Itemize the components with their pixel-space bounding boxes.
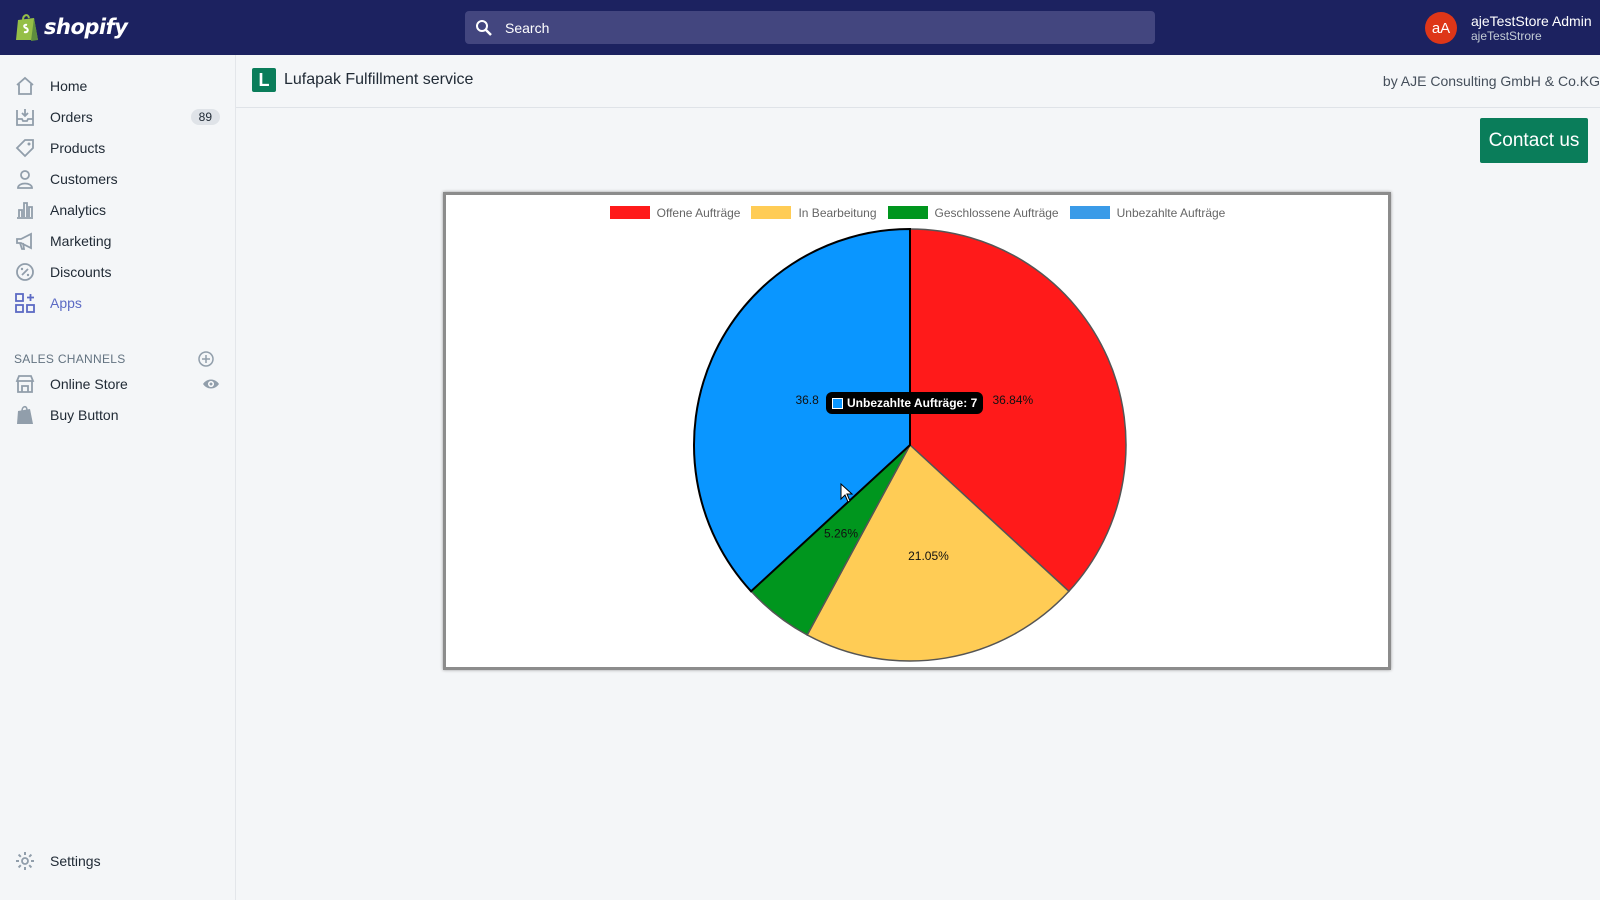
app-header: L Lufapak Fulfillment service by AJE Con…: [236, 55, 1600, 108]
home-icon: [16, 76, 34, 95]
sidebar-item-online-store[interactable]: Online Store: [14, 370, 220, 398]
tooltip-text: Unbezahlte Aufträge: 7: [847, 396, 978, 410]
legend-swatch: [1068, 205, 1111, 220]
pie-slice[interactable]: [909, 228, 1127, 593]
pie-slice-label: 21.05%: [908, 549, 949, 563]
orders-icon: [16, 109, 34, 126]
pie-slice[interactable]: [806, 443, 1070, 662]
person-icon: [17, 170, 33, 189]
sidebar-item-label: Orders: [50, 109, 93, 125]
sidebar-item-buy-button[interactable]: Buy Button: [14, 401, 220, 429]
top-bar: shopify Search aA ajeTestStore Admin aje…: [0, 0, 1600, 55]
app-title: Lufapak Fulfillment service: [284, 71, 474, 88]
shopify-bag-icon: [16, 14, 38, 41]
sidebar-item-orders[interactable]: Orders 89: [14, 103, 220, 131]
legend-item[interactable]: Unbezahlte Aufträge: [1068, 205, 1226, 220]
sidebar-item-label: Buy Button: [50, 407, 119, 423]
sidebar-item-label: Customers: [50, 171, 118, 187]
user-menu[interactable]: aA ajeTestStore Admin ajeTestStrore: [1425, 12, 1592, 44]
avatar: aA: [1425, 12, 1457, 44]
legend-swatch: [886, 205, 929, 220]
sidebar-item-label: Settings: [50, 853, 101, 869]
sidebar-item-label: Home: [50, 78, 88, 94]
sidebar-item-label: Apps: [50, 295, 82, 311]
pie-slice[interactable]: [693, 227, 911, 593]
shopify-logo[interactable]: shopify: [14, 12, 128, 42]
sidebar-item-marketing[interactable]: Marketing: [14, 227, 220, 255]
pie-plot: 36.84% 21.05% 5.26% 36.8: [693, 227, 1127, 662]
bar-chart-icon: [17, 202, 33, 219]
store-icon: [15, 375, 35, 393]
search-placeholder: Search: [505, 19, 550, 36]
sidebar-item-home[interactable]: Home: [14, 72, 220, 100]
eye-icon[interactable]: [202, 375, 220, 393]
sidebar-item-products[interactable]: Products: [14, 134, 220, 162]
contact-us-button[interactable]: Contact us: [1480, 118, 1588, 163]
pie-slice-label: 36.84%: [993, 393, 1034, 407]
sidebar-item-label: Marketing: [50, 233, 112, 249]
orders-pie-chart: Offene Aufträge In Bearbeitung Geschloss…: [443, 192, 1391, 670]
sidebar-item-label: Products: [50, 140, 106, 156]
search-icon: [476, 19, 492, 36]
pie-slice-label: 36.8: [795, 393, 819, 407]
legend-swatch: [608, 205, 651, 220]
add-channel-icon[interactable]: [198, 351, 214, 367]
legend-swatch: [750, 205, 793, 220]
app-logo: L: [252, 68, 276, 92]
gear-icon: [16, 852, 34, 870]
chart-tooltip: Unbezahlte Aufträge: 7: [826, 392, 984, 414]
chart-legend: Offene Aufträge In Bearbeitung Geschloss…: [446, 205, 1388, 220]
search-input[interactable]: Search: [465, 11, 1155, 44]
sidebar-item-apps[interactable]: Apps: [14, 289, 220, 317]
apps-icon: [15, 293, 35, 313]
legend-item[interactable]: In Bearbeitung: [750, 205, 877, 220]
orders-count-badge: 89: [190, 109, 220, 125]
tooltip-swatch: [832, 397, 843, 409]
legend-label: Offene Aufträge: [656, 205, 741, 220]
store-name: ajeTestStrore: [1471, 29, 1542, 43]
legend-item[interactable]: Offene Aufträge: [608, 205, 741, 220]
sidebar-item-settings[interactable]: Settings: [14, 847, 220, 875]
legend-label: Unbezahlte Aufträge: [1116, 205, 1226, 220]
shopify-bag-icon: [17, 405, 33, 424]
sidebar-item-label: Online Store: [50, 376, 128, 392]
legend-item[interactable]: Geschlossene Aufträge: [886, 205, 1059, 220]
pie-slice-label: 5.26%: [824, 527, 858, 541]
megaphone-icon: [16, 232, 32, 250]
sidebar-item-discounts[interactable]: Discounts: [14, 258, 220, 286]
tag-icon: [15, 139, 34, 158]
sidebar-item-customers[interactable]: Customers: [14, 165, 220, 193]
legend-label: Geschlossene Aufträge: [934, 205, 1059, 220]
discount-icon: [16, 263, 34, 281]
mouse-cursor-icon: [840, 483, 854, 503]
sidebar: Home Orders 89 Products Customers Analyt…: [0, 55, 236, 900]
sidebar-item-label: Discounts: [50, 264, 112, 280]
sidebar-item-label: Analytics: [50, 202, 107, 218]
legend-label: In Bearbeitung: [798, 205, 877, 220]
sidebar-item-analytics[interactable]: Analytics: [14, 196, 220, 224]
sales-channels-heading: SALES CHANNELS: [14, 352, 126, 366]
user-name: ajeTestStore Admin: [1471, 13, 1592, 29]
brand-name: shopify: [44, 15, 128, 39]
app-developer: by AJE Consulting GmbH & Co.KG: [1382, 73, 1600, 89]
